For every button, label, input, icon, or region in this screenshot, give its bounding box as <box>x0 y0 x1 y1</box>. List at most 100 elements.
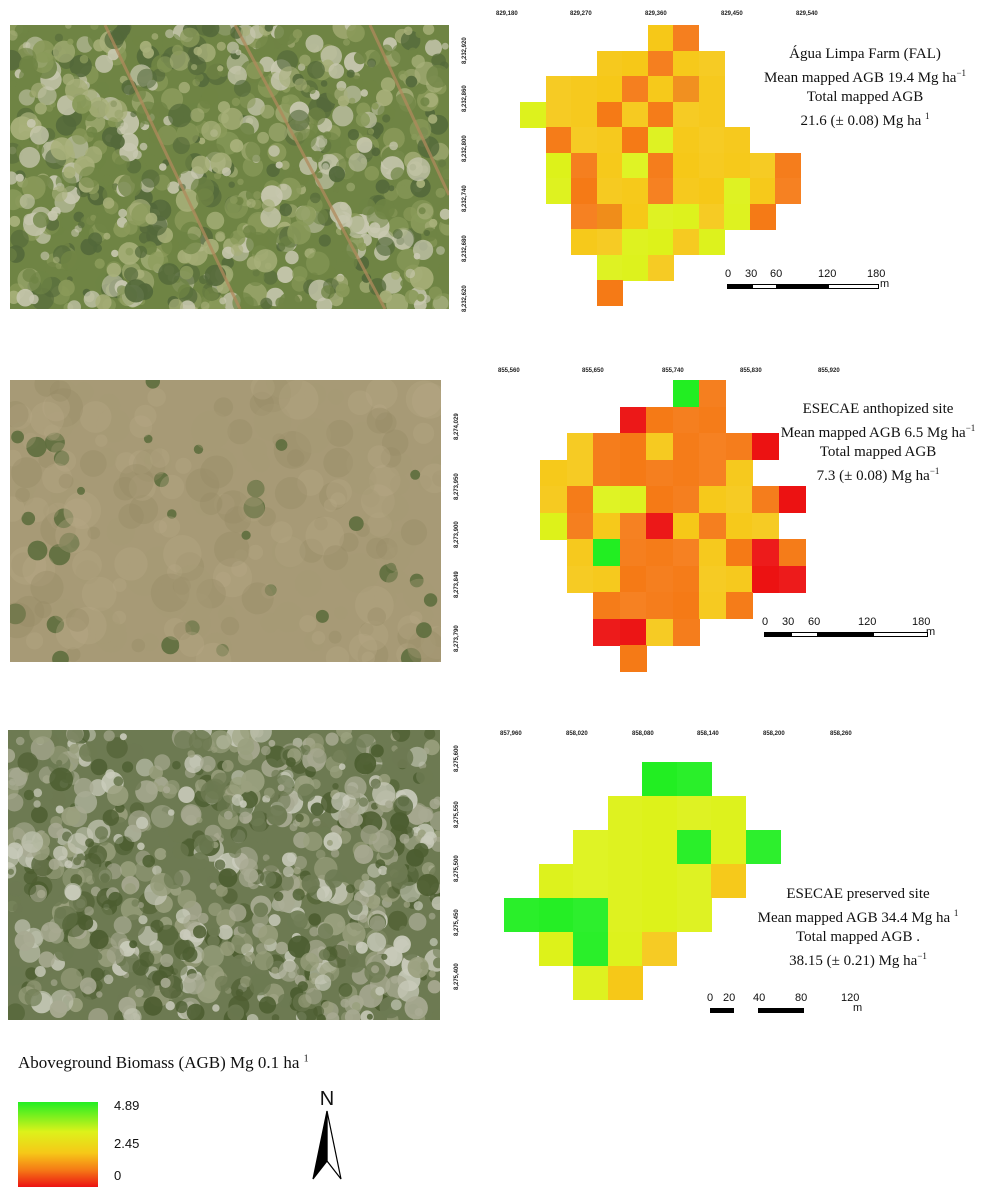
x-coord-label: 858,200 <box>763 731 785 737</box>
biomass-cell <box>698 203 725 230</box>
biomass-cell <box>642 830 677 864</box>
aerial-photo-esecae-preserved <box>8 730 440 1020</box>
biomass-cell <box>622 229 648 255</box>
biomass-cell <box>596 254 623 281</box>
biomass-cell <box>622 50 648 77</box>
scale-label: 40 <box>753 992 766 1004</box>
y-coord-label: 8,275,500 <box>454 855 460 882</box>
site-info-fal: Água Limpa Farm (FAL) Mean mapped AGB 19… <box>745 45 985 131</box>
biomass-cell <box>699 592 726 619</box>
aerial-texture <box>10 25 449 309</box>
biomass-cell <box>642 898 677 932</box>
total-agb-value: 7.3 (± 0.08) Mg ha−1 <box>816 466 940 484</box>
biomass-cell <box>647 127 674 153</box>
scale-bar-fal: 0 30 60 120 180 m <box>722 268 902 294</box>
biomass-cell <box>566 539 594 566</box>
biomass-cell <box>642 932 677 966</box>
biomass-cell <box>725 512 753 540</box>
biomass-cell <box>647 152 674 179</box>
biomass-cell <box>724 178 750 204</box>
y-coord-label: 8,275,450 <box>454 909 460 936</box>
biomass-cell <box>619 618 647 646</box>
biomass-cell <box>619 592 647 619</box>
biomass-cell <box>571 178 597 204</box>
y-coord-label: 8,273,900 <box>454 521 460 548</box>
total-agb-value: 38.15 (± 0.21) Mg ha−1 <box>789 951 927 969</box>
x-coord-label: 829,540 <box>796 11 818 17</box>
scale-label: 30 <box>745 268 758 280</box>
biomass-cell <box>593 433 620 460</box>
biomass-cell <box>593 618 620 646</box>
biomass-cell <box>672 539 700 566</box>
biomass-cell <box>698 229 725 255</box>
biomass-cell <box>676 796 712 830</box>
y-coord-label: 8,232,620 <box>462 285 468 312</box>
site-title: Água Limpa Farm (FAL) <box>789 46 941 62</box>
y-coord-label: 8,275,600 <box>454 745 460 772</box>
biomass-cell <box>672 565 700 593</box>
biomass-cell <box>538 864 574 898</box>
mean-agb: Mean mapped AGB 34.4 Mg ha 1 <box>757 908 959 926</box>
x-coord-label: 829,450 <box>721 11 743 17</box>
biomass-cell <box>725 539 753 566</box>
y-coord-label: 8,232,680 <box>462 235 468 262</box>
x-coord-label: 855,830 <box>740 368 762 374</box>
biomass-cell <box>545 127 572 153</box>
biomass-cell <box>673 203 699 230</box>
biomass-cell <box>725 486 753 513</box>
biomass-cell <box>672 459 700 487</box>
biomass-cell <box>538 932 574 966</box>
biomass-cell <box>566 433 594 460</box>
legend-mid-label: 2.45 <box>114 1136 140 1151</box>
biomass-cell <box>647 50 674 77</box>
biomass-cell <box>571 229 597 255</box>
biomass-cell <box>619 512 647 540</box>
biomass-cell <box>646 512 673 540</box>
x-coord-label: 858,260 <box>830 731 852 737</box>
x-coord-label: 857,960 <box>500 731 522 737</box>
x-coord-label: 858,020 <box>566 731 588 737</box>
legend-max-label: 4.89 <box>114 1098 140 1113</box>
biomass-cell <box>545 76 572 102</box>
scale-label: 180 <box>912 616 931 628</box>
biomass-cell <box>752 433 779 460</box>
biomass-cell <box>607 898 643 932</box>
site-title: ESECAE preserved site <box>786 886 930 902</box>
biomass-cell <box>778 539 806 566</box>
biomass-cell <box>593 512 620 540</box>
biomass-cell <box>647 254 674 281</box>
biomass-cell <box>622 254 648 281</box>
biomass-cell <box>540 512 567 540</box>
scale-bar-esecae-anthropized: 0 30 60 120 180 m <box>760 616 950 642</box>
north-arrow-label: N <box>319 1088 335 1110</box>
biomass-cell <box>520 101 546 128</box>
biomass-cell <box>622 127 648 153</box>
biomass-cell <box>619 486 647 513</box>
x-coord-label: 829,360 <box>645 11 667 17</box>
scale-label: 120 <box>858 616 877 628</box>
biomass-cell <box>619 433 647 460</box>
biomass-cell <box>699 565 726 593</box>
biomass-cell <box>646 459 673 487</box>
biomass-cell <box>699 380 726 407</box>
biomass-cell <box>672 406 700 434</box>
biomass-cell <box>673 76 699 102</box>
biomass-cell <box>593 539 620 566</box>
total-agb-label: Total mapped AGB <box>806 89 924 105</box>
biomass-cell <box>573 966 608 1000</box>
biomass-cell <box>647 203 674 230</box>
biomass-cell <box>745 830 781 864</box>
biomass-cell <box>647 101 674 128</box>
biomass-cell <box>711 830 746 864</box>
biomass-cell <box>566 512 594 540</box>
biomass-cell <box>646 565 673 593</box>
biomass-cell <box>647 229 674 255</box>
biomass-cell <box>607 796 643 830</box>
biomass-cell <box>619 565 647 593</box>
biomass-cell <box>778 486 806 513</box>
biomass-cell <box>642 762 677 796</box>
biomass-cell <box>698 178 725 204</box>
biomass-cell <box>749 203 776 230</box>
biomass-cell <box>673 229 699 255</box>
biomass-cell <box>672 592 700 619</box>
